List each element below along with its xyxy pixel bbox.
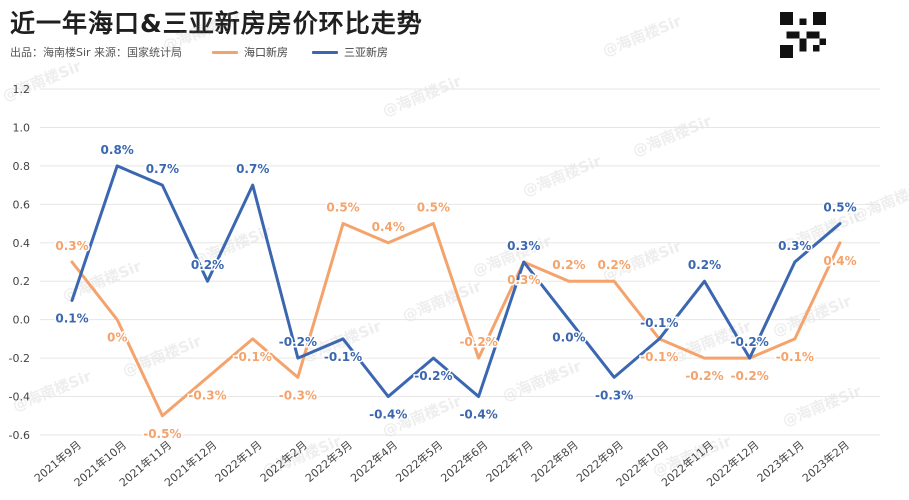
data-label-haikou: 0.4%: [372, 220, 405, 234]
data-label-haikou: -0.1%: [234, 350, 272, 364]
data-label-haikou: 0.4%: [823, 254, 856, 268]
y-tick-label: 0.6: [13, 198, 31, 211]
y-tick-label: 0.0: [13, 314, 31, 327]
data-label-sanya: 0.3%: [507, 239, 540, 253]
data-label-haikou: -0.1%: [640, 350, 678, 364]
data-label-sanya: 0.2%: [191, 258, 224, 272]
x-tick-label: 2022年4月: [348, 438, 401, 485]
y-tick-label: 1.0: [13, 121, 31, 134]
x-tick-label: 2022年8月: [528, 438, 581, 485]
data-label-haikou: -0.3%: [188, 388, 226, 402]
series-line-sanya: [70, 164, 842, 399]
data-label-sanya: 0.3%: [778, 239, 811, 253]
data-label-haikou: 0.3%: [507, 273, 540, 287]
y-tick-label: 0.2: [13, 275, 31, 288]
x-tick-label: 2022年2月: [257, 438, 310, 485]
chart-title: 近一年海口&三亚新房房价环比走势: [10, 9, 423, 38]
data-label-haikou: 0.2%: [597, 258, 630, 272]
data-label-haikou: -0.2%: [459, 335, 497, 349]
x-tick-label: 2023年2月: [799, 438, 852, 485]
data-label-haikou: -0.2%: [685, 369, 723, 383]
x-tick-label: 2022年6月: [438, 438, 491, 485]
data-label-sanya: -0.1%: [640, 316, 678, 330]
data-label-sanya: -0.4%: [459, 408, 497, 422]
legend: 海口新房 三亚新房: [212, 44, 388, 60]
y-tick-label: -0.4: [9, 391, 30, 404]
data-label-sanya: -0.2%: [414, 369, 452, 383]
x-tick-label: 2022年3月: [302, 438, 355, 485]
data-label-haikou: -0.3%: [279, 388, 317, 402]
data-label-sanya: 0.8%: [101, 143, 134, 157]
series-line-haikou: [70, 222, 842, 418]
y-tick-label: 0.4: [13, 237, 31, 250]
legend-swatch-sanya: [312, 50, 338, 54]
data-label-haikou: -0.2%: [731, 369, 769, 383]
data-label-haikou: 0.2%: [552, 258, 585, 272]
data-label-haikou: 0%: [107, 331, 127, 345]
x-tick-label: 2022年7月: [483, 438, 536, 485]
source-note: 出品：海南楼Sir 来源：国家统计局: [10, 46, 183, 59]
y-tick-label: -0.6: [9, 429, 30, 442]
legend-label-haikou: 海口新房: [244, 46, 288, 59]
data-label-sanya: 0.1%: [55, 311, 88, 325]
y-tick-label: 0.8: [13, 160, 31, 173]
qr-code-icon: [780, 12, 826, 58]
data-label-sanya: -0.2%: [731, 335, 769, 349]
data-label-haikou: -0.1%: [776, 350, 814, 364]
data-label-sanya: -0.4%: [369, 408, 407, 422]
data-label-haikou: 0.5%: [417, 201, 450, 215]
legend-label-sanya: 三亚新房: [344, 46, 388, 59]
data-label-sanya: 0.5%: [823, 201, 856, 215]
x-tick-label: 2022年5月: [393, 438, 446, 485]
data-label-sanya: 0.2%: [688, 258, 721, 272]
data-label-sanya: -0.2%: [279, 335, 317, 349]
legend-swatch-haikou: [212, 50, 238, 54]
y-tick-label: -0.2: [9, 352, 30, 365]
y-tick-label: 1.2: [13, 83, 31, 96]
x-tick-label: 2023年1月: [754, 438, 807, 485]
data-label-sanya: -0.1%: [324, 350, 362, 364]
data-label-haikou: 0.5%: [326, 201, 359, 215]
legend-item-sanya: 三亚新房: [312, 44, 388, 60]
data-label-sanya: -0.3%: [595, 388, 633, 402]
data-label-haikou: 0.3%: [55, 239, 88, 253]
data-label-haikou: -0.5%: [143, 427, 181, 441]
data-label-sanya: 0.7%: [146, 162, 179, 176]
data-label-sanya: 0.7%: [236, 162, 269, 176]
data-label-sanya: 0.0%: [552, 331, 585, 345]
legend-item-haikou: 海口新房: [212, 44, 288, 60]
x-tick-label: 2022年1月: [212, 438, 265, 485]
